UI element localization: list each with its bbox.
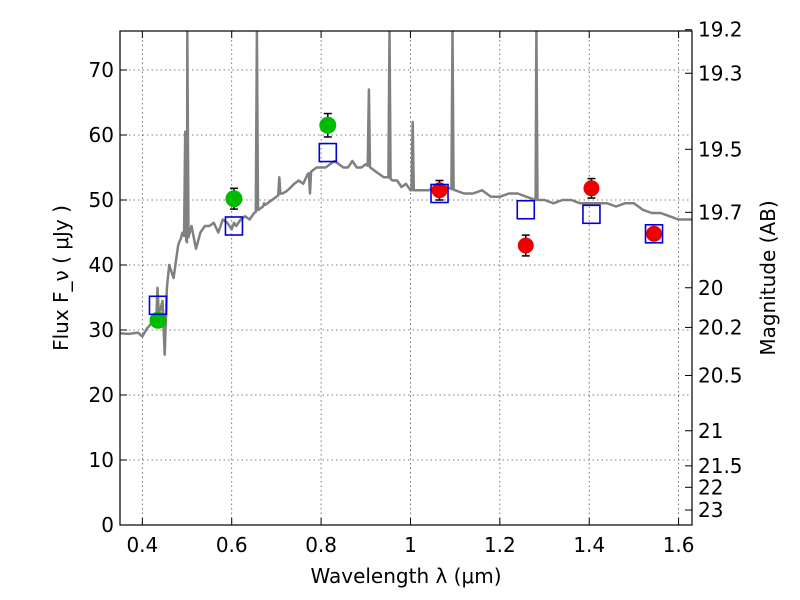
model-point — [224, 216, 244, 236]
y2-tick-label: 21 — [698, 419, 723, 443]
red-point — [431, 182, 448, 199]
y2-tick-label: 22 — [698, 475, 723, 499]
y-axis-label: Flux F_ν ( μJy ) — [49, 205, 73, 351]
y-tick-label: 0 — [101, 513, 114, 537]
y2-tick-label: 19.2 — [698, 18, 743, 42]
y-tick-label: 10 — [89, 448, 114, 472]
y2-axis-label: Magnitude (AB) — [756, 200, 780, 355]
model-point — [582, 204, 601, 225]
model-point — [644, 224, 664, 244]
x-tick-label: 1.2 — [484, 533, 516, 557]
y-tick-label: 40 — [89, 253, 114, 277]
y2-tick-label: 21.5 — [698, 454, 743, 478]
red-point — [517, 237, 534, 254]
points-layer — [148, 116, 664, 329]
red-point — [583, 180, 600, 197]
red-point — [646, 225, 663, 242]
x-tick-label: 0.4 — [126, 533, 158, 557]
y-tick-label: 50 — [89, 188, 114, 212]
y2-tick-label: 19.7 — [698, 200, 743, 224]
x-tick-label: 1.4 — [573, 533, 605, 557]
green-point — [319, 116, 337, 134]
x-tick-label: 0.8 — [305, 533, 337, 557]
model-point — [430, 183, 449, 204]
x-tick-label: 0.6 — [216, 533, 248, 557]
x-axis-label-text: Wavelength λ (μm) — [310, 564, 501, 588]
green-point — [225, 190, 243, 208]
y2-tick-label: 20.5 — [698, 364, 743, 388]
x-tick-label: 1 — [404, 533, 417, 557]
x-axis-label: Wavelength λ (μm) — [310, 564, 501, 588]
y2-axis-label-text: Magnitude (AB) — [756, 200, 780, 355]
ticks-layer: 0.4 0.6 0.8 1 1.2 1.4 1.6 0 10 20 30 40 50 60 70 19.2 19… — [89, 18, 743, 557]
y-tick-label: 20 — [89, 383, 114, 407]
y2-tick-label: 23 — [698, 498, 723, 522]
y-tick-label: 70 — [89, 58, 114, 82]
y-axis-label-text: Flux F_ν ( μJy ) — [49, 205, 73, 351]
plot-frame — [119, 30, 693, 526]
model-point — [148, 295, 168, 316]
y2-tick-label: 20 — [698, 276, 723, 300]
model-point — [516, 199, 536, 220]
y2-tick-label: 19.3 — [698, 61, 743, 85]
y2-tick-label: 19.5 — [698, 137, 743, 161]
green-point — [149, 311, 167, 329]
grid-lines — [120, 31, 692, 526]
x-tick-label: 1.6 — [663, 533, 695, 557]
spectrum-layer — [120, 31, 692, 356]
y2-tick-label: 20.2 — [698, 315, 743, 339]
spectrum-line — [120, 31, 692, 356]
y-tick-label: 30 — [89, 318, 114, 342]
y-tick-label: 60 — [89, 123, 114, 147]
model-point — [318, 142, 338, 163]
